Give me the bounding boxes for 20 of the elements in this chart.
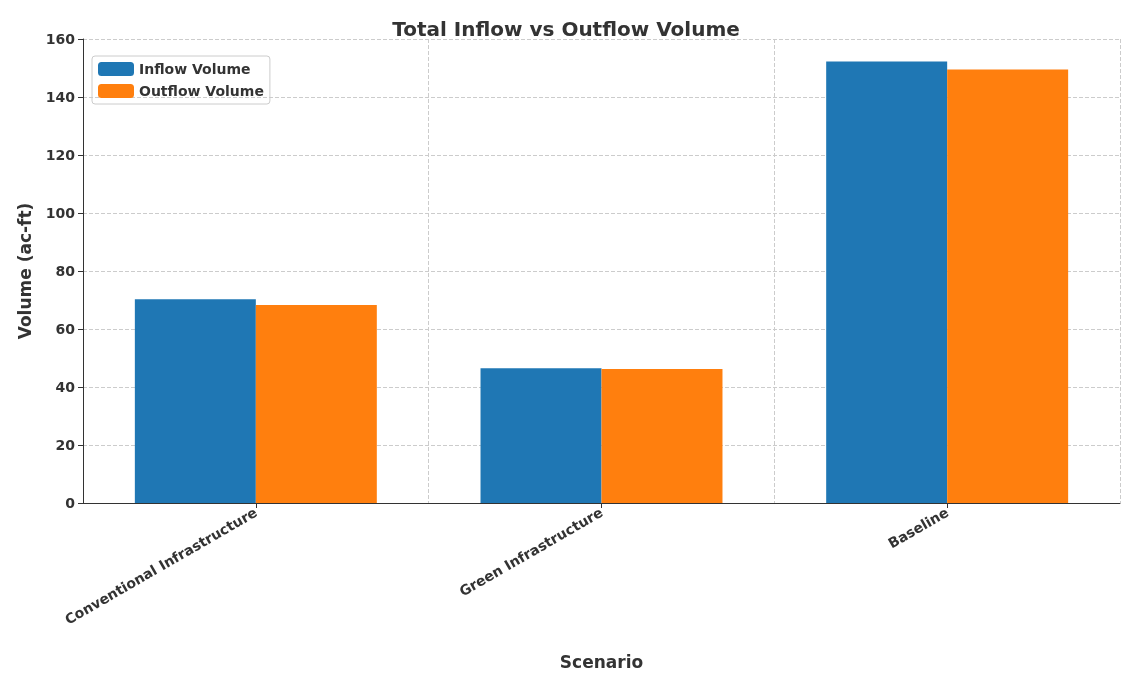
chart-title: Total Inflow vs Outflow Volume [392, 17, 740, 41]
y-tick-label: 160 [45, 31, 76, 47]
bar [826, 61, 948, 503]
bar [134, 299, 256, 503]
bar [947, 69, 1069, 503]
legend-label: Inflow Volume [139, 61, 251, 77]
x-axis-title: Scenario [559, 651, 644, 672]
bar [255, 304, 377, 503]
y-tick-label: 60 [55, 321, 76, 337]
y-tick-label: 120 [45, 147, 76, 163]
y-tick-label: 0 [65, 495, 76, 511]
legend-label: Outflow Volume [139, 83, 264, 99]
y-axis-title: Volume (ac-ft) [14, 202, 35, 340]
y-tick-label: 140 [45, 89, 76, 105]
y-tick-label: 20 [55, 437, 76, 453]
y-tick-label: 40 [55, 379, 76, 395]
bar [601, 369, 723, 503]
bar [480, 368, 602, 503]
y-tick-label: 100 [45, 205, 76, 221]
y-tick-label: 80 [55, 263, 76, 279]
